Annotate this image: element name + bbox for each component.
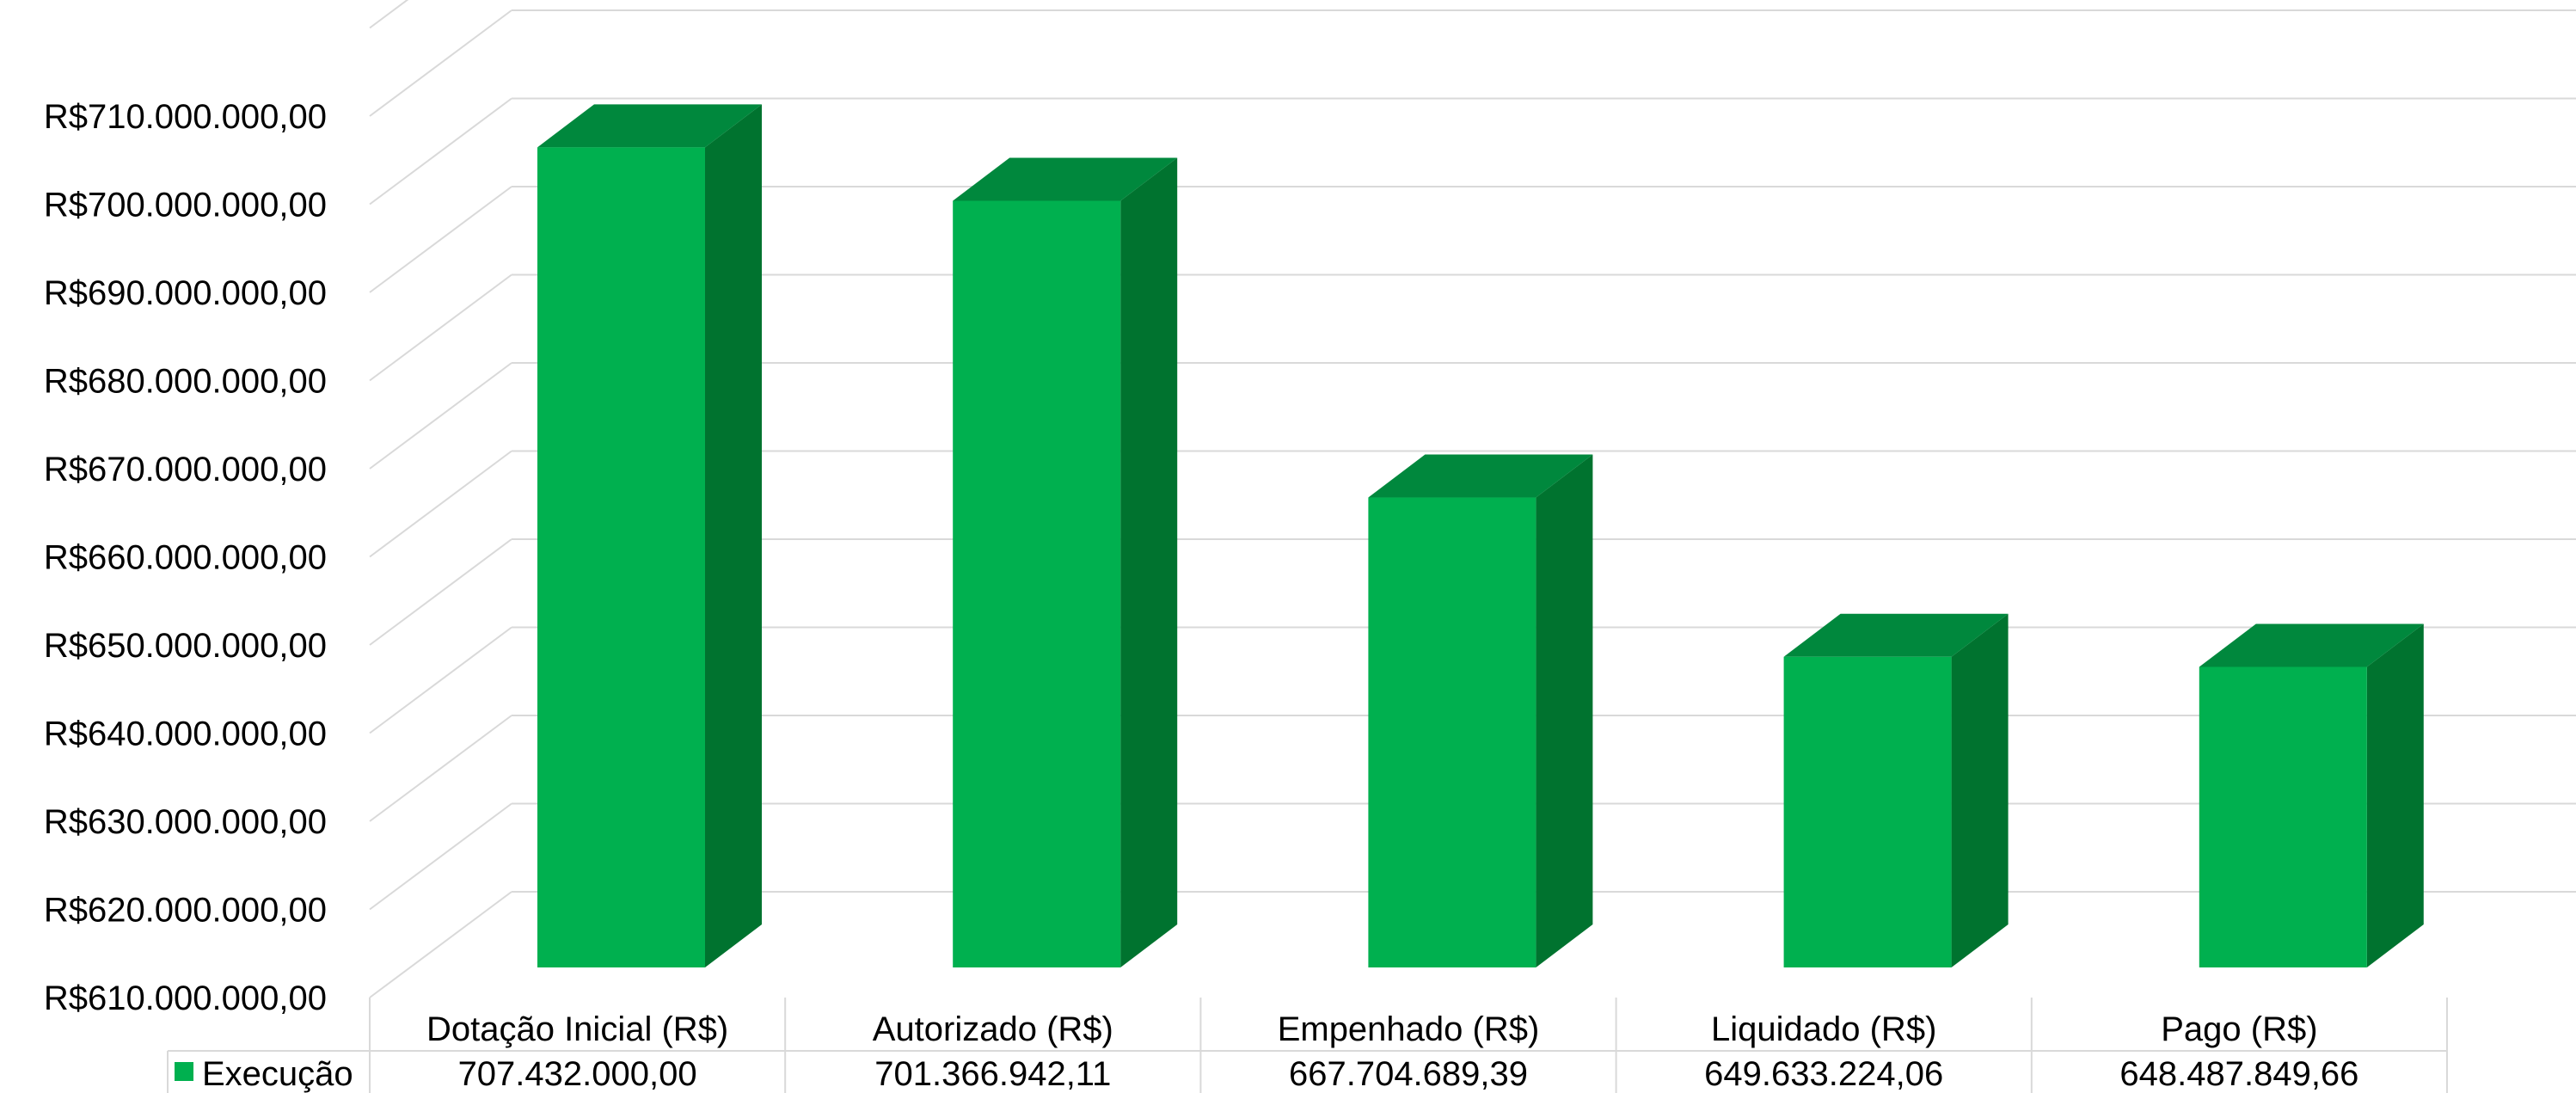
data-label: 667.704.689,39 (1289, 1055, 1528, 1093)
gridline-diagonal (369, 450, 512, 558)
y-tick-label: R$690.000.000,00 (44, 274, 327, 312)
y-tick-label: R$670.000.000,00 (44, 451, 327, 488)
bar-front (537, 147, 705, 967)
bar-side (2366, 623, 2424, 967)
bar-top (2199, 623, 2424, 667)
x-category-label: Liquidado (R$) (1711, 1010, 1936, 1048)
y-tick-label: R$630.000.000,00 (44, 803, 327, 841)
bar-side (1951, 613, 2009, 967)
bar-front (2199, 666, 2367, 967)
bar-top (1783, 613, 2009, 657)
data-label: 707.432.000,00 (458, 1055, 697, 1093)
x-category-label: Autorizado (R$) (873, 1010, 1113, 1048)
gridline-diagonal (369, 538, 512, 646)
gridline-diagonal (369, 0, 409, 29)
y-axis-tick-labels: R$610.000.000,00 R$620.000.000,00 R$630.00… (44, 98, 327, 1017)
y-tick-label: R$620.000.000,00 (44, 892, 327, 930)
bar-3 (1783, 613, 2009, 967)
y-tick-label: R$710.000.000,00 (44, 98, 327, 136)
y-tick-label: R$640.000.000,00 (44, 715, 327, 753)
data-label: 648.487.849,66 (2119, 1055, 2358, 1093)
bar-top (537, 104, 762, 148)
gridline-diagonal (369, 362, 512, 470)
bar-top (953, 157, 1178, 201)
bar-0 (537, 104, 762, 967)
bar-top (1368, 454, 1593, 498)
gridline-diagonal (369, 9, 512, 117)
bar-1 (953, 157, 1178, 968)
bar-side (1536, 454, 1593, 967)
bar-front (1368, 497, 1536, 967)
gridline-diagonal (369, 97, 512, 206)
x-category-label: Dotação Inicial (R$) (426, 1010, 728, 1048)
bar-front (953, 200, 1121, 968)
gridline-diagonal (369, 626, 512, 734)
bar-front (1783, 656, 1952, 967)
bar-side (1120, 157, 1178, 968)
x-category-label: Empenhado (R$) (1278, 1010, 1540, 1048)
y-tick-label: R$610.000.000,00 (44, 979, 327, 1017)
gridline-diagonal (369, 273, 512, 382)
bar-side (705, 104, 762, 967)
y-tick-label: R$660.000.000,00 (44, 539, 327, 577)
y-tick-label: R$650.000.000,00 (44, 627, 327, 665)
x-category-label: Pago (R$) (2161, 1010, 2317, 1048)
data-label: 649.633.224,06 (1704, 1055, 1943, 1093)
bar-4 (2199, 623, 2424, 967)
legend-key (175, 1062, 193, 1081)
gridline-diagonal (369, 802, 512, 911)
gridline-diagonal (369, 186, 512, 293)
bar-2 (1368, 454, 1593, 967)
y-tick-label: R$680.000.000,00 (44, 363, 327, 401)
bars (537, 104, 2424, 968)
gridline-diagonal (369, 891, 512, 998)
gridline-diagonal (369, 715, 512, 822)
data-table: Dotação Inicial (R$) 707.432.000,00 Autori… (167, 998, 2448, 1093)
legend-label: Execução (202, 1055, 353, 1093)
y-tick-label: R$700.000.000,00 (44, 187, 327, 224)
data-label: 701.366.942,11 (874, 1055, 1111, 1093)
